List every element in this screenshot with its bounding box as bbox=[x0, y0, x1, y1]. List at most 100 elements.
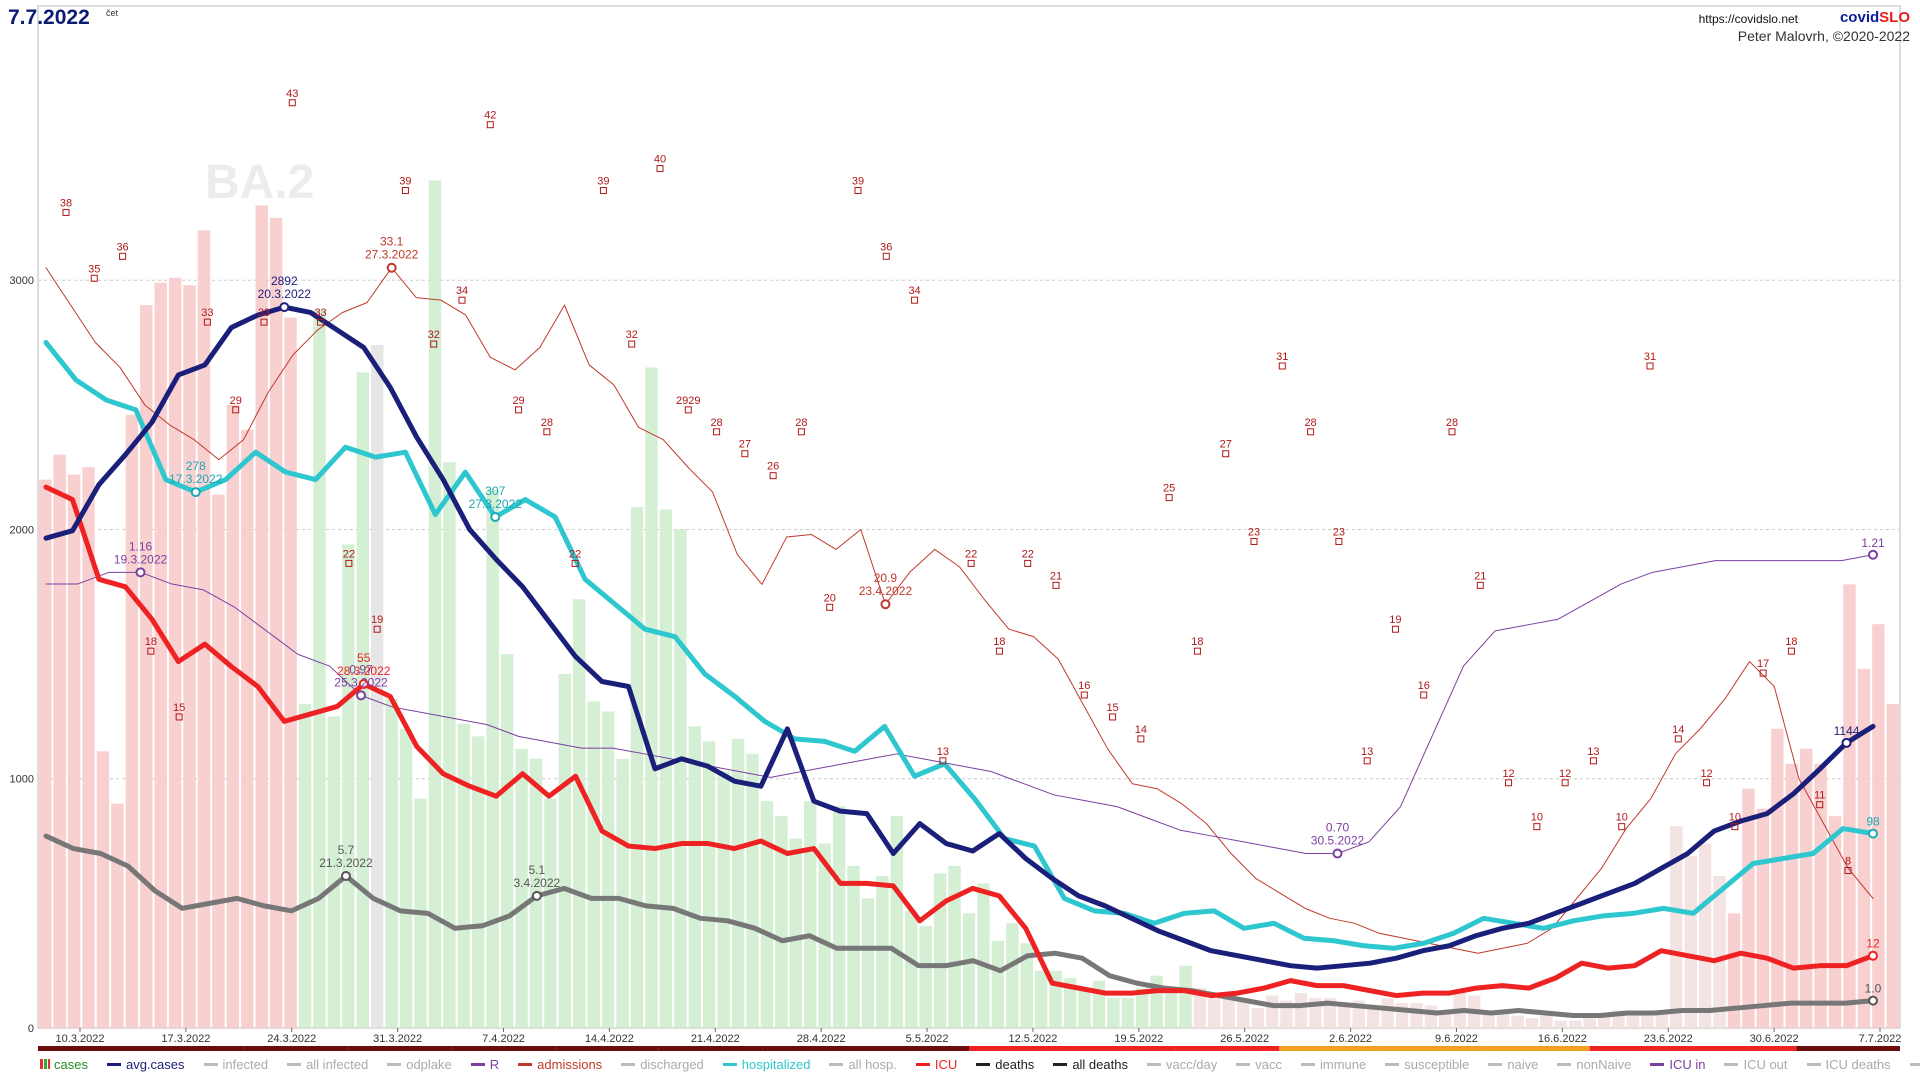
annotation-value: 1144 bbox=[1834, 724, 1860, 738]
annotation-marker bbox=[1841, 737, 1852, 748]
legend-item[interactable]: admissions bbox=[518, 1055, 602, 1073]
legend-item[interactable]: odplake bbox=[387, 1055, 452, 1073]
legend-swatch bbox=[1909, 1062, 1920, 1066]
annotation-date: 30.5.2022 bbox=[1311, 834, 1365, 848]
legend-item[interactable]: deaths bbox=[976, 1055, 1034, 1073]
legend-label: odplake bbox=[406, 1056, 452, 1072]
legend-item[interactable]: immune bbox=[1301, 1055, 1366, 1073]
timeline-strip-segment bbox=[141, 1046, 245, 1051]
admission-mark-label: 39 bbox=[597, 176, 609, 188]
admission-mark-label: 18 bbox=[145, 636, 157, 648]
admission-mark-label: 22 bbox=[569, 548, 581, 560]
admission-mark-box bbox=[543, 428, 551, 436]
admission-mark-box bbox=[1052, 581, 1060, 589]
cases-bar bbox=[428, 180, 442, 1029]
admission-mark-label: 29 bbox=[512, 395, 524, 407]
legend-swatch bbox=[1301, 1062, 1316, 1066]
cases-bar bbox=[1785, 763, 1798, 1028]
legend-label: vacc bbox=[1255, 1056, 1283, 1072]
legend-item[interactable]: ICU deaths bbox=[1806, 1055, 1891, 1073]
admission-mark-label: 13 bbox=[1587, 746, 1599, 758]
admission-mark-label: 18 bbox=[1785, 636, 1797, 648]
admission-mark-label: 12 bbox=[1559, 768, 1571, 780]
admission-mark-box bbox=[1109, 713, 1117, 721]
timeline-strip-segment bbox=[555, 1046, 659, 1051]
admission-mark-label: 20 bbox=[824, 592, 836, 604]
site-url[interactable]: https://covidslo.net bbox=[1698, 12, 1798, 26]
cases-bar bbox=[1078, 988, 1091, 1028]
legend-item[interactable]: avg.cases bbox=[106, 1055, 185, 1073]
cases-bar bbox=[1771, 728, 1784, 1028]
legend-item[interactable]: ICU bbox=[915, 1055, 957, 1073]
admission-mark-label: 15 bbox=[173, 702, 185, 714]
legend-item[interactable]: all ICU bbox=[1909, 1055, 1920, 1073]
legend-swatch bbox=[387, 1062, 402, 1066]
legend-item[interactable]: all infected bbox=[287, 1055, 368, 1073]
legend-item[interactable]: cases bbox=[40, 1055, 88, 1073]
annotation-date: 27.3.2022 bbox=[365, 248, 419, 262]
annotation-value: 278 bbox=[186, 459, 206, 473]
legend-item[interactable]: ICU in bbox=[1650, 1055, 1705, 1073]
cases-bar bbox=[197, 230, 211, 1029]
cases-bar bbox=[1583, 1015, 1596, 1028]
admission-mark-box bbox=[1703, 779, 1711, 787]
annotation-value: 20.9 bbox=[874, 571, 898, 585]
x-tick-label: 16.6.2022 bbox=[1538, 1033, 1587, 1045]
legend-item[interactable]: ICU out bbox=[1724, 1055, 1788, 1073]
cases-bar bbox=[919, 925, 932, 1028]
legend-swatch bbox=[1557, 1062, 1572, 1066]
x-tick-label: 26.5.2022 bbox=[1220, 1033, 1269, 1045]
legend-item[interactable]: infected bbox=[203, 1055, 268, 1073]
legend-item[interactable]: discharged bbox=[621, 1055, 704, 1073]
cases-bar bbox=[1742, 788, 1755, 1028]
brand-logo[interactable]: covidSLO bbox=[1840, 9, 1910, 26]
admission-mark-label: 12 bbox=[1700, 768, 1712, 780]
legend-item[interactable]: vacc/day bbox=[1146, 1055, 1217, 1073]
legend-item[interactable]: hospitalized bbox=[722, 1055, 810, 1073]
legend-label: admissions bbox=[537, 1056, 603, 1072]
admission-mark-box bbox=[1759, 669, 1767, 677]
annotation-date: 3.4.2022 bbox=[513, 876, 560, 890]
cases-bar bbox=[1006, 923, 1019, 1028]
admission-mark-label: 36 bbox=[116, 241, 128, 253]
legend-item[interactable]: susceptible bbox=[1385, 1055, 1469, 1073]
admission-mark-label: 22 bbox=[343, 548, 355, 560]
annotation-value: 1.21 bbox=[1861, 536, 1885, 550]
admission-mark-label: 19 bbox=[1389, 614, 1401, 626]
cases-bar bbox=[818, 843, 831, 1028]
admission-mark-box bbox=[90, 274, 98, 282]
cases-bar bbox=[1092, 980, 1106, 1028]
admission-mark-label: 17 bbox=[1757, 658, 1769, 670]
admission-mark-label: 43 bbox=[286, 88, 298, 100]
annotation-value: 55 bbox=[357, 651, 371, 665]
annotation-marker bbox=[340, 870, 351, 881]
admission-mark-label: 14 bbox=[1135, 724, 1147, 736]
legend-label: nonNaive bbox=[1576, 1056, 1632, 1072]
legend-item[interactable]: all deaths bbox=[1053, 1055, 1128, 1073]
admission-mark-label: 23 bbox=[1248, 526, 1260, 538]
legend-item[interactable]: vacc bbox=[1236, 1055, 1282, 1073]
legend-item[interactable]: all hosp. bbox=[829, 1055, 897, 1073]
admission-mark-box bbox=[515, 406, 523, 414]
annotation-value: 1.0 bbox=[1865, 982, 1882, 996]
cases-bar bbox=[1569, 1020, 1582, 1028]
legend-swatch bbox=[829, 1062, 844, 1066]
cases-bar bbox=[1698, 843, 1712, 1028]
admission-mark-label: 28 bbox=[710, 417, 722, 429]
cases-bar bbox=[1395, 1003, 1409, 1028]
legend-item[interactable]: R bbox=[470, 1055, 499, 1073]
variant-watermark: BA.2 bbox=[205, 156, 315, 209]
admission-mark-label: 22 bbox=[965, 548, 977, 560]
chart-date: 7.7.2022 bbox=[8, 6, 90, 29]
admission-mark-box bbox=[939, 757, 947, 765]
legend-swatch bbox=[106, 1062, 121, 1066]
x-tick-label: 7.4.2022 bbox=[482, 1033, 525, 1045]
x-tick-label: 10.3.2022 bbox=[56, 1033, 105, 1045]
admission-mark-box bbox=[1222, 450, 1230, 458]
legend-item[interactable]: nonNaive bbox=[1557, 1055, 1631, 1073]
cases-bar bbox=[226, 404, 240, 1029]
admission-mark-box bbox=[1674, 735, 1682, 743]
admission-mark-label: 39 bbox=[399, 176, 411, 188]
legend-item[interactable]: naive bbox=[1488, 1055, 1538, 1073]
